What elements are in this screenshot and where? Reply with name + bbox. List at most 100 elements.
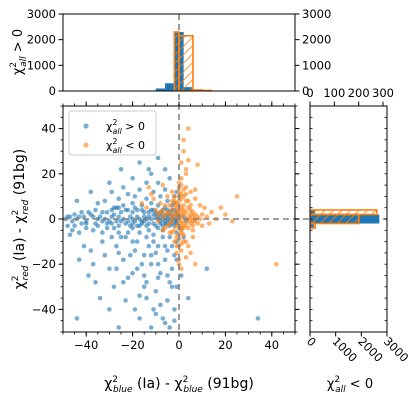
scatter-point-negative (155, 212, 161, 217)
scatter-point-positive (144, 180, 149, 186)
main-y-axis-label: χ2red (Ia) - χ2red (91bg) (11, 149, 31, 290)
scatter-point-positive (144, 223, 149, 229)
scatter-point-negative (179, 266, 184, 272)
scatter-point-positive (134, 239, 140, 244)
scatter-point-negative (160, 214, 166, 219)
scatter-point-positive (151, 239, 156, 244)
scatter-point-positive (125, 207, 131, 213)
scatter-point-negative (172, 194, 177, 199)
scatter-point-positive (107, 180, 112, 186)
scatter-point-positive (123, 234, 128, 240)
scatter-point-negative (181, 137, 186, 143)
main-x-axis-label: χ2 blue (Ia) - χ2 blue (91bg) (104, 375, 254, 395)
right-histogram-bar-negative (310, 222, 316, 229)
scatter-point-positive (70, 219, 75, 224)
scatter-point-negative (183, 255, 189, 260)
top-y-tick-label: 1000 (27, 58, 56, 72)
scatter-point-positive (144, 234, 149, 240)
scatter-point-positive (100, 209, 105, 215)
scatter-point-positive (79, 209, 84, 215)
scatter-point-negative (206, 221, 212, 226)
scatter-point-positive (109, 189, 114, 195)
scatter-point-positive (86, 209, 91, 215)
scatter-point-negative (174, 234, 179, 240)
scatter-point-negative (183, 239, 189, 244)
scatter-point-negative (195, 221, 200, 226)
scatter-point-negative (158, 200, 163, 206)
scatter-point-negative (197, 216, 203, 222)
scatter-point-positive (158, 302, 163, 308)
top-histogram-bar-positive (155, 88, 166, 91)
scatter-point-negative (181, 194, 186, 199)
top-y-tick-label: 0 (49, 84, 56, 98)
scatter-point-positive (118, 167, 124, 172)
scatter-point-positive (116, 230, 121, 235)
scatter-point-positive (125, 191, 131, 197)
scatter-point-positive (130, 176, 135, 181)
scatter-point-positive (76, 214, 82, 219)
scatter-point-positive (141, 273, 147, 278)
scatter-point-positive (167, 234, 172, 240)
scatter-point-positive (165, 248, 170, 253)
scatter-point-positive (76, 230, 82, 235)
scatter-point-positive (155, 180, 161, 186)
scatter-point-positive (162, 320, 168, 326)
main-x-tick-label: −40 (74, 338, 98, 352)
scatter-point-negative (202, 205, 207, 210)
scatter-point-negative (274, 261, 279, 267)
main-y-tick-label: −40 (32, 302, 56, 316)
scatter-point-negative (153, 207, 159, 213)
main-y-tick-label: −20 (32, 257, 56, 271)
scatter-point-negative (174, 223, 179, 229)
scatter-point-negative (230, 219, 235, 224)
scatter-point-negative (160, 228, 166, 233)
scatter-point-negative (186, 126, 191, 131)
scatter-point-positive (114, 243, 119, 249)
scatter-point-negative (174, 243, 179, 249)
scatter-point-positive (174, 284, 179, 290)
scatter-point-positive (90, 228, 96, 233)
scatter-points (63, 126, 279, 330)
scatter-point-positive (121, 203, 126, 208)
scatter-point-positive (125, 230, 131, 235)
top-histogram-bar-negative (178, 35, 194, 91)
scatter-point-negative (179, 160, 184, 165)
scatter-point-positive (153, 289, 159, 294)
scatter-point-negative (209, 209, 214, 215)
scatter-point-negative (188, 203, 193, 208)
scatter-point-positive (148, 200, 154, 206)
scatter-point-positive (107, 219, 112, 224)
scatter-point-negative (160, 182, 166, 188)
scatter-point-negative (218, 205, 224, 210)
right-histogram-bars (310, 209, 380, 229)
scatter-point-negative (176, 189, 182, 195)
scatter-point-negative (234, 194, 240, 199)
scatter-point-positive (128, 252, 133, 258)
scatter-point-positive (132, 194, 138, 199)
main-x-tick-label: 40 (264, 338, 279, 352)
scatter-point-positive (169, 266, 175, 272)
scatter-point-negative (169, 207, 175, 213)
scatter-point-positive (155, 275, 161, 281)
scatter-point-positive (109, 234, 114, 240)
scatter-point-positive (116, 223, 121, 229)
scatter-point-negative (181, 148, 186, 154)
scatter-point-positive (109, 207, 114, 213)
scatter-point-positive (116, 205, 121, 210)
scatter-point-positive (162, 257, 168, 263)
scatter-point-positive (116, 196, 121, 201)
scatter-point-positive (128, 223, 133, 229)
scatter-point-positive (93, 280, 98, 285)
scatter-point-positive (116, 250, 121, 256)
scatter-point-negative (181, 203, 186, 208)
top-y-tick-label: 3000 (27, 7, 56, 21)
scatter-point-positive (86, 273, 91, 278)
scatter-point-positive (90, 214, 96, 219)
right-x-tick-label-top: 0 (306, 86, 313, 100)
scatter-point-negative (192, 261, 198, 267)
scatter-point-negative (186, 198, 191, 204)
scatter-point-positive (88, 248, 94, 253)
scatter-point-positive (153, 311, 159, 317)
